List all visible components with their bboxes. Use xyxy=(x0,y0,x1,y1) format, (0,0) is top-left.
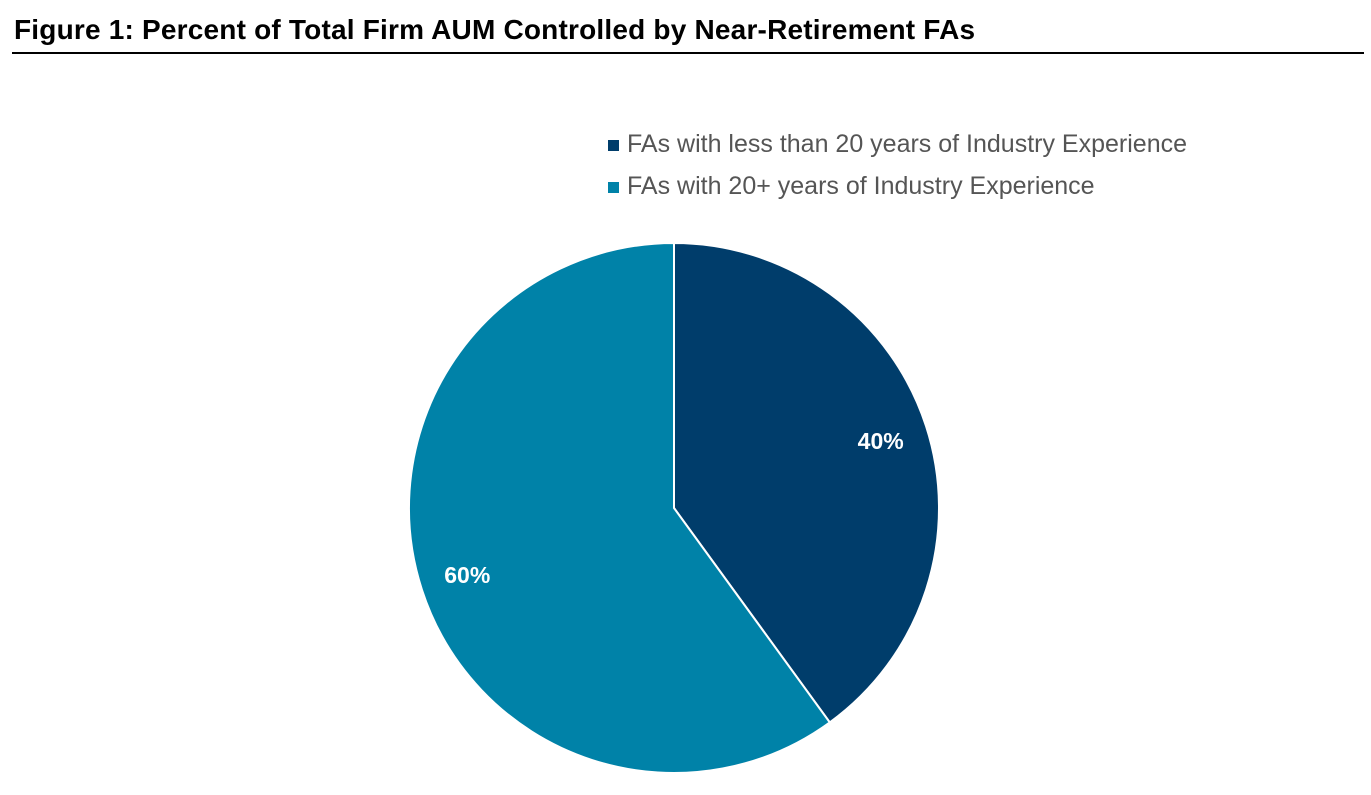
slice-less-than-20-years xyxy=(673,241,940,724)
legend-label-20-plus-years: FAs with 20+ years of Industry Experienc… xyxy=(627,172,1095,200)
slice-label-less-than-20-years: 40% xyxy=(858,428,904,454)
pie-data-labels: 40% 60% xyxy=(444,428,903,588)
slice-label-20-plus-years: 60% xyxy=(444,562,490,588)
chart-title: Figure 1: Percent of Total Firm AUM Cont… xyxy=(14,14,976,45)
legend-label-less-than-20-years: FAs with less than 20 years of Industry … xyxy=(627,130,1187,158)
legend-swatch-20-plus-years xyxy=(608,182,619,193)
pie-slices xyxy=(408,241,940,774)
title-divider xyxy=(12,52,1364,54)
slice-20-plus-years xyxy=(408,241,832,774)
legend-swatch-less-than-20-years xyxy=(608,140,619,151)
